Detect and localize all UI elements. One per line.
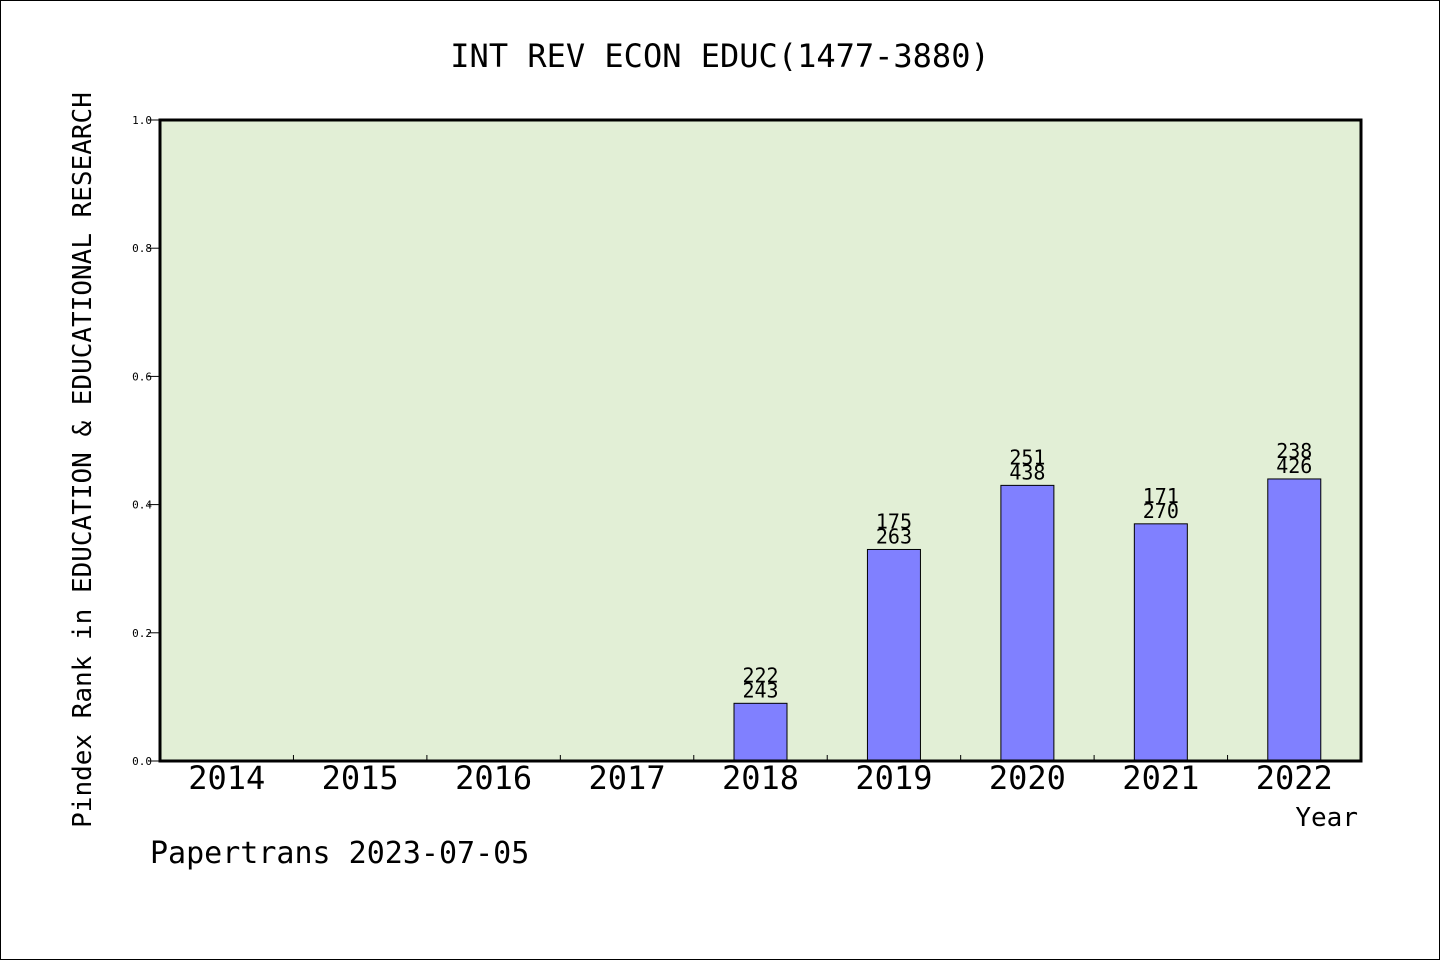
footer-text: Papertrans 2023-07-05	[150, 836, 529, 871]
y-tick-label: 1.0	[132, 114, 152, 127]
y-tick-label: 0.2	[132, 627, 152, 640]
x-tick-label: 2017	[589, 759, 666, 797]
bar-label-top: 222	[742, 663, 778, 687]
bar-label-bottom: 263	[876, 524, 912, 548]
y-axis-ticks: 0.0 0.2 0.4 0.6 0.8 1.0	[132, 114, 160, 768]
y-tick-label: 0.0	[132, 755, 152, 768]
plot-border	[158, 118, 1363, 763]
x-axis-tick-labels: 2014 2015 2016 2017 2018 2019 2020 2021 2022	[188, 759, 1333, 797]
x-tick-label: 2018	[722, 759, 799, 797]
x-tick-label: 2021	[1122, 759, 1199, 797]
x-tick-label: 2014	[188, 759, 265, 797]
bars	[733, 478, 1322, 762]
bar-label-top: 251	[1009, 445, 1045, 469]
chart-title: INT REV ECON EDUC(1477-3880)	[450, 37, 989, 75]
bar-2021	[1133, 523, 1188, 762]
bar-label-top: 175	[876, 509, 912, 533]
y-tick-label: 0.8	[132, 242, 152, 255]
x-tick-label: 2015	[322, 759, 399, 797]
y-tick-label: 0.6	[132, 370, 152, 383]
x-tick-label: 2019	[855, 759, 932, 797]
bar-2022	[1267, 478, 1322, 762]
bar-label-bottom: 438	[1009, 460, 1045, 484]
bar-2019	[866, 548, 921, 762]
x-tick-label: 2016	[455, 759, 532, 797]
y-axis-label: Pindex Rank in EDUCATION & EDUCATIONAL R…	[68, 92, 98, 828]
bar-2018	[733, 702, 788, 762]
x-tick-label: 2022	[1256, 759, 1333, 797]
bar-label-top: 238	[1276, 439, 1312, 463]
x-axis-label: Year	[1295, 803, 1358, 833]
x-tick-label: 2020	[989, 759, 1066, 797]
bar-label-bottom: 426	[1276, 454, 1312, 478]
y-tick-label: 0.4	[132, 499, 152, 512]
bar-label-top: 171	[1143, 484, 1179, 508]
bar-2020	[1000, 484, 1055, 762]
bar-label-bottom: 243	[742, 678, 778, 702]
bar-label-bottom: 270	[1143, 499, 1179, 523]
